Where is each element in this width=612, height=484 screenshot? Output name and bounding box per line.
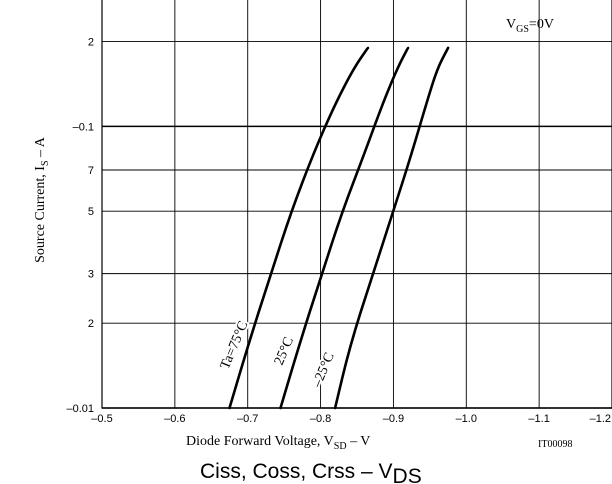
y-axis-label: Source Current, IS – A — [33, 136, 51, 263]
condition-label: VGS=0V — [506, 17, 554, 35]
x-tick-label: –1.2 — [590, 413, 611, 425]
figure-id: IT00098 — [538, 439, 572, 450]
y-tick-label: 7 — [88, 165, 94, 177]
x-tick-label: –0.8 — [310, 413, 331, 425]
x-tick-labels: –0.5 –0.6 –0.7 –0.8 –0.9 –1.0 –1.1 –1.2 — [91, 413, 611, 425]
series-label: Ta=75°C — [218, 319, 252, 371]
x-tick-label: –1.1 — [528, 413, 549, 425]
footer-title: Ciss, Coss, Crss – VDS — [200, 460, 422, 484]
series-layer: Ta=75°CTa=75°C 25°C25°C –25°C–25°C — [216, 46, 450, 410]
series-line — [279, 46, 410, 410]
x-tick-label: –0.6 — [164, 413, 185, 425]
grid — [101, 0, 612, 409]
series-label: –25°C — [309, 351, 337, 391]
y-tick-label: 2 — [88, 318, 94, 330]
y-tick-label: 3 — [88, 269, 94, 281]
plot-frame — [101, 0, 612, 409]
y-tick-label: –0.1 — [73, 121, 94, 133]
x-tick-label: –0.5 — [91, 413, 112, 425]
y-tick-label: 2 — [88, 37, 94, 49]
series-line — [333, 46, 450, 410]
y-tick-label: –0.01 — [66, 403, 94, 415]
x-tick-label: –0.7 — [237, 413, 258, 425]
y-tick-label: 5 — [88, 206, 94, 218]
series-line — [228, 46, 370, 410]
x-tick-label: –1.0 — [456, 413, 477, 425]
x-axis-label: Diode Forward Voltage, VSD – V — [186, 434, 370, 452]
x-tick-label: –0.9 — [383, 413, 404, 425]
